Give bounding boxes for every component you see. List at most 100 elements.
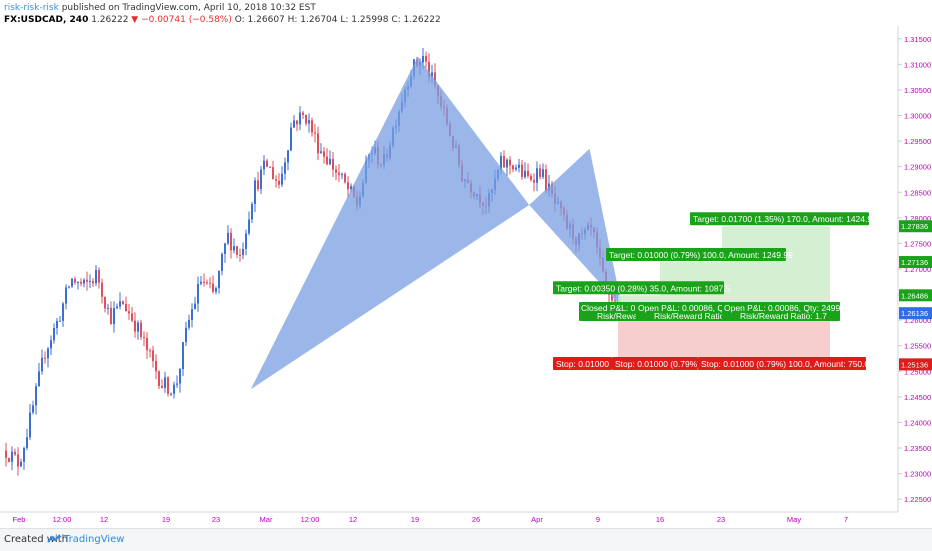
candle-body [119, 301, 121, 307]
candle-body [521, 164, 523, 177]
last-price: 1.26222 [91, 15, 129, 25]
candle-body [197, 283, 199, 304]
price-tag-label: 1.26136 [901, 309, 928, 318]
candle-body [203, 281, 205, 283]
stop-zone [660, 313, 722, 365]
candle-body [422, 56, 424, 63]
candle-body [95, 270, 97, 284]
candle-body [503, 155, 505, 168]
candle-body [527, 170, 529, 176]
candle-body [128, 311, 130, 314]
x-tick-label: 26 [472, 515, 480, 524]
y-tick-label: 1.24000 [904, 418, 931, 427]
created-with-text: Created with [4, 534, 68, 545]
x-tick-label: Apr [531, 515, 543, 524]
candle-body [176, 383, 178, 385]
price-chart[interactable]: Target: 0.00350 (0.28%) 35.0, Amount: 10… [0, 0, 932, 528]
price-tag [899, 307, 932, 320]
candle-body [317, 133, 319, 154]
price-tag-label: 1.26486 [901, 291, 928, 300]
y-tick-label: 1.23000 [904, 470, 931, 479]
stop-label: Stop: 0.01000 [556, 359, 609, 369]
x-tick-label: 12 [349, 515, 357, 524]
candle-body [26, 437, 28, 449]
candle-body [515, 167, 517, 170]
candle-body [260, 169, 262, 190]
candle-body [218, 270, 220, 289]
candle-body [131, 313, 133, 321]
candle-body [524, 170, 526, 177]
candle-body [314, 132, 316, 134]
stop-label-box [553, 357, 612, 370]
x-tick-label: 7 [844, 515, 848, 524]
candle-body [269, 166, 271, 168]
candle-body [152, 350, 154, 361]
candle-body [65, 287, 67, 304]
candle-body [140, 322, 142, 338]
candle-body [38, 371, 40, 387]
candle-body [266, 160, 268, 167]
candle-body [98, 270, 100, 283]
candle-body [236, 246, 238, 255]
candle-body [200, 281, 202, 284]
candle-body [20, 461, 22, 467]
x-tick-label: May [787, 515, 801, 524]
price-tag-label: 1.27836 [901, 222, 928, 231]
price-tag-label: 1.27136 [901, 258, 928, 267]
candle-body [110, 307, 112, 325]
candle-body [104, 296, 106, 309]
candle-body [41, 357, 43, 372]
candle-body [545, 169, 547, 191]
candle-body [50, 340, 52, 349]
pnl-label-box [579, 302, 637, 321]
candle-body [311, 120, 313, 133]
candle-body [347, 182, 349, 190]
footer-bar: Created with TradingView [0, 528, 932, 551]
candle-body [215, 288, 217, 292]
candle-body [263, 160, 265, 170]
target-label: Target: 0.01700 (1.35%) 170.0, Amount: 1… [693, 214, 877, 224]
candle-body [506, 159, 508, 168]
candle-body [209, 282, 211, 284]
target-label-box [690, 212, 869, 226]
x-tick-label: 9 [596, 515, 600, 524]
y-tick-label: 1.31500 [904, 35, 931, 44]
candle-body [23, 448, 25, 462]
pnl-label-box [636, 302, 726, 321]
candle-body [143, 337, 145, 339]
candle-body [428, 61, 430, 78]
pnl-label: Open P&L: 0.00086, Qty: [638, 303, 733, 313]
candle-body [332, 158, 334, 170]
candle-body [101, 282, 103, 297]
candle-body [614, 300, 616, 302]
stop-label-box [698, 357, 866, 370]
price-tag [899, 256, 932, 269]
stop-label: Stop: 0.01000 (0.79%) 100.0, Amount: 750… [701, 359, 874, 369]
symbol-label[interactable]: FX:USDCAD, 240 [4, 15, 89, 25]
candle-body [86, 279, 88, 282]
candle-body [89, 280, 91, 282]
author-link[interactable]: risk-risk-risk [4, 3, 59, 13]
candle-body [224, 243, 226, 254]
candle-body [287, 150, 289, 163]
risk-reward-label: Risk/Reward Ratio: [654, 311, 727, 321]
harmonic-triangle-xab [250, 56, 530, 390]
candle-body [248, 219, 250, 234]
candle-body [335, 169, 337, 173]
tradingview-brand[interactable]: TradingView [64, 534, 125, 545]
candle-body [272, 167, 274, 180]
candle-body [509, 159, 511, 166]
candle-body [206, 282, 208, 284]
candle-body [512, 165, 514, 170]
candle-body [80, 281, 82, 284]
candle-body [302, 112, 304, 115]
candle-body [323, 151, 325, 157]
price-tag-label: 1.25136 [901, 360, 928, 369]
y-tick-label: 1.23500 [904, 444, 931, 453]
x-tick-label: Feb [13, 515, 26, 524]
candle-body [35, 386, 37, 406]
x-tick-label: 19 [411, 515, 419, 524]
candle-body [77, 281, 79, 283]
candle-body [434, 72, 436, 86]
candle-body [83, 279, 85, 284]
